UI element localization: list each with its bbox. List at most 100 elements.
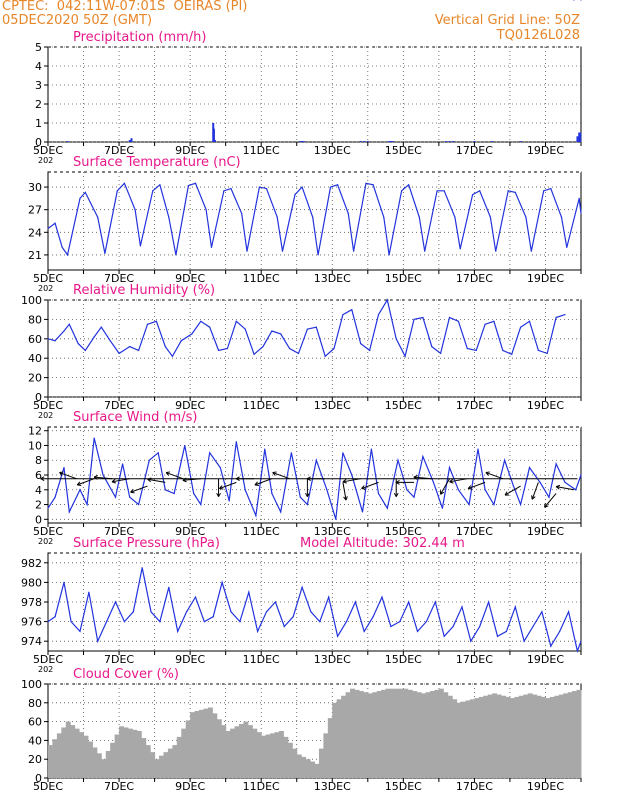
series-point: [431, 345, 433, 348]
series-point: [472, 194, 474, 196]
cloud-bar: [163, 752, 169, 778]
x-corner-label: 202: [38, 411, 53, 420]
series-point: [559, 630, 561, 633]
series-point: [351, 474, 353, 476]
series-point: [54, 222, 56, 224]
series-point: [209, 452, 211, 454]
cloud-bar: [332, 702, 338, 778]
cloud-bar: [327, 718, 333, 778]
cloud-bar: [323, 733, 329, 778]
wind-arrow: [59, 472, 77, 480]
cloud-bar: [230, 728, 236, 778]
wind-arrow: [130, 485, 148, 493]
y-tick-label: 978: [21, 596, 42, 609]
wind-arrow: [467, 481, 486, 490]
precip-bar: [578, 132, 581, 142]
series-point: [223, 190, 225, 192]
cloud-bar: [123, 727, 129, 778]
series-point: [386, 299, 388, 301]
cloud-bar: [372, 692, 378, 778]
cloud-bar: [434, 689, 440, 778]
wind-arrow-head: [485, 471, 490, 474]
cloud-bar: [150, 752, 156, 778]
cloud-bar: [376, 691, 382, 778]
series-point: [383, 216, 385, 218]
cloud-bar: [456, 702, 462, 778]
precip-bar: [212, 128, 215, 142]
series-point: [539, 481, 541, 483]
x-tick-label: 7DEC: [104, 272, 134, 285]
y-tick-label: 20: [28, 753, 42, 766]
x-tick-label: 5DEC: [33, 653, 63, 666]
cloud-bar: [363, 692, 369, 778]
series-point: [168, 586, 170, 588]
series-line: [47, 567, 582, 654]
cloud-bar: [61, 727, 67, 778]
cloud-bar: [74, 728, 80, 778]
cloud-bar: [79, 732, 85, 778]
precip-bar: [299, 141, 302, 142]
wind-arrow-head: [393, 492, 397, 497]
series-point: [122, 463, 124, 465]
series-point: [299, 496, 301, 498]
series-point: [488, 601, 490, 603]
cloud-bar: [572, 691, 578, 778]
series-point: [47, 227, 49, 230]
y-tick-label: 0: [35, 136, 42, 149]
series-point: [157, 452, 159, 454]
series-point: [477, 448, 479, 450]
y-tick-label: 60: [28, 716, 42, 729]
header-grid-note: Vertical Grid Line: 50Z: [434, 13, 580, 28]
wind-arrow-head: [440, 491, 445, 495]
x-tick-label: 7DEC: [104, 399, 134, 412]
series-point: [148, 459, 150, 461]
x-tick-label: 9DEC: [175, 653, 205, 666]
y-tick-label: 974: [21, 635, 42, 648]
wind-arrow-head: [306, 478, 311, 482]
y-tick-label: 24: [28, 226, 42, 239]
series-point: [114, 601, 117, 603]
cloud-bar: [305, 759, 311, 778]
cloud-bar: [509, 698, 515, 778]
y-tick-label: 4: [35, 60, 42, 73]
cloud-bar: [345, 692, 351, 778]
cloud-bar: [558, 694, 564, 778]
cloud-bar: [492, 693, 498, 778]
series-point: [390, 625, 392, 628]
x-tick-label: 17DEC: [456, 399, 493, 412]
wind-arrow-head: [361, 485, 365, 489]
series-point: [345, 621, 348, 623]
x-tick-label: 7DEC: [104, 780, 134, 793]
series-point: [205, 209, 207, 211]
series-point: [434, 601, 436, 603]
cloud-bar: [518, 695, 524, 778]
cloud-bar: [358, 691, 364, 778]
cloud-bar: [96, 753, 102, 778]
series-point: [352, 250, 355, 252]
series-point: [493, 320, 495, 322]
series-point: [265, 187, 268, 190]
series-point: [532, 625, 534, 628]
series-point: [441, 507, 444, 509]
series-point: [257, 630, 259, 633]
series-point: [61, 246, 63, 248]
cloud-bar: [159, 755, 164, 778]
series-point: [104, 252, 106, 255]
cloud-bar: [563, 693, 569, 778]
precip-bar: [366, 141, 369, 142]
series-point: [177, 630, 179, 633]
series-point: [255, 515, 257, 517]
cloud-bar: [87, 741, 93, 778]
series-point: [129, 345, 131, 348]
series-point: [361, 511, 364, 513]
wind-arrow-head: [219, 485, 223, 489]
series-point: [336, 635, 339, 637]
x-tick-label: 13DEC: [314, 780, 351, 793]
x-tick-label: 19DEC: [527, 272, 564, 285]
x-tick-label: 17DEC: [456, 525, 493, 538]
wind-arrow-head: [531, 496, 536, 500]
x-corner-label: 202: [38, 665, 53, 674]
cloud-bar: [461, 701, 467, 778]
series-point: [209, 326, 211, 328]
cloud-bar: [212, 713, 218, 778]
